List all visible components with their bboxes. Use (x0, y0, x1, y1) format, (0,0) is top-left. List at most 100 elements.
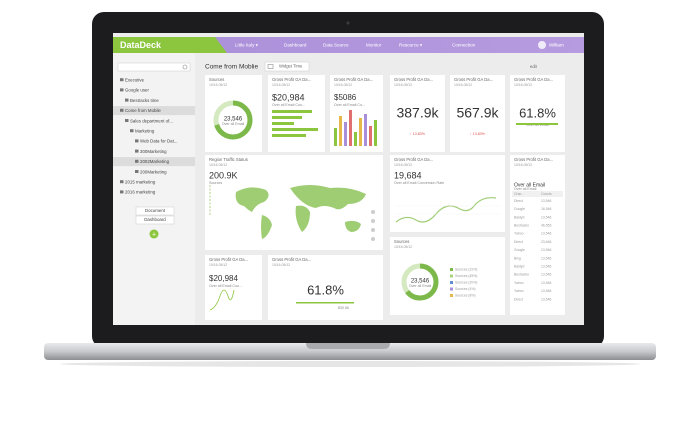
widget-value: 567.9k (456, 105, 499, 121)
nav-item[interactable]: Little Italy ▾ (235, 43, 259, 48)
tree-item[interactable]: Come from Mobile (125, 108, 161, 113)
add-icon: + (152, 231, 156, 238)
nav-item[interactable]: Dashboard (284, 43, 307, 48)
table-cell: 13,546 (541, 215, 551, 219)
tree-item[interactable]: 300Marketing (140, 149, 167, 154)
vbar (339, 116, 342, 146)
widget-date: 10/16-05/12 (454, 83, 472, 87)
widget-title: Gross Profit GA Da... (334, 77, 373, 82)
table-cell: Bing (514, 256, 521, 260)
widget-title: Gross Profit GA Da... (394, 157, 433, 162)
search-box[interactable] (117, 62, 191, 72)
nav-item[interactable]: Monitor (366, 43, 382, 48)
tree-item[interactable]: Sales department of... (130, 118, 173, 123)
widget[interactable] (205, 255, 262, 320)
widget-caption: Over all Email (514, 187, 537, 191)
widget-date: 10/16-05/12 (209, 83, 227, 87)
widget-date: 10/16-05/12 (209, 263, 227, 267)
nav-item[interactable]: Resource ▾ (399, 43, 423, 48)
widget[interactable] (390, 75, 445, 152)
edit-link[interactable]: edit (530, 64, 538, 69)
search-icon (182, 64, 188, 70)
tree-item[interactable]: Marketing (135, 128, 155, 133)
widget-title: Gross Profit GA Da... (454, 77, 493, 82)
table-cell: Yahoo (514, 232, 524, 236)
table-cell: Bestracks (514, 223, 529, 227)
legend-label: Sources (8%) (455, 294, 476, 298)
camera (346, 21, 350, 25)
widget[interactable] (450, 75, 505, 152)
document-button[interactable] (135, 206, 175, 216)
folder-icon (130, 129, 134, 133)
sparkline (209, 289, 235, 311)
table-cell: 13,546 (541, 248, 551, 252)
widget-caption: $30.56 (338, 306, 349, 310)
nav: Little Italy ▾ Dashboard Data Source Monito… (235, 43, 476, 48)
table-cell: 23,646 (541, 240, 551, 244)
widget-caption: Over all Email (222, 122, 245, 126)
folder-icon (135, 170, 139, 173)
tree-item[interactable]: Executive (125, 77, 145, 82)
widget-time-label: Widget Time (279, 64, 303, 69)
nav-item[interactable]: Data Source (323, 43, 349, 48)
tree-item[interactable]: Web Data for Dat... (140, 139, 178, 144)
world-map (235, 185, 366, 239)
selected-row (113, 157, 195, 167)
table-header-cell: Char... (514, 192, 524, 196)
add-button[interactable] (149, 229, 159, 239)
widget-time-button[interactable] (264, 61, 310, 72)
widget-date: 10/16-05/12 (209, 163, 227, 167)
widget[interactable] (390, 237, 505, 315)
legend: Sources (31%) Sources (45%) Sources (20%) S… (450, 268, 477, 298)
widget-value: Over all Email (514, 182, 545, 188)
widget[interactable] (510, 155, 565, 315)
tree-item[interactable]: 2002Marketing (140, 159, 170, 164)
widget-title: Sources (394, 239, 409, 244)
folder-icon (120, 78, 124, 82)
dashboard-button[interactable] (135, 215, 175, 225)
folder-icon (120, 180, 124, 184)
tree-item[interactable]: Google user (125, 88, 149, 93)
widget-date: 10/16-05/12 (394, 245, 412, 249)
widget-value: $20,984 (209, 274, 238, 283)
vbar (359, 118, 362, 146)
widget-value: $20,984 (272, 92, 305, 102)
legend-label: Sources (31%) (455, 268, 477, 272)
widget-caption: Over all Email Co... (334, 103, 365, 107)
nav-item[interactable]: Connection (452, 43, 476, 48)
table-header (512, 191, 563, 197)
table-cell: 46,553 (541, 223, 551, 227)
widget-value: 200.9K (209, 170, 238, 180)
widget-caption: Over all Email Cou... (209, 284, 242, 288)
progress (516, 123, 558, 125)
widget[interactable] (268, 255, 383, 320)
widget-value: 23,546 (224, 117, 243, 123)
legend-swatch (450, 281, 453, 284)
decor (209, 100, 558, 311)
map-controls[interactable] (371, 210, 375, 241)
selected-row (113, 106, 195, 116)
calendar-icon (267, 64, 274, 69)
table-cell: 13,546 (541, 232, 551, 236)
table: Char... Counts Direct 13,546 Google 16,546 Bai… (512, 191, 563, 301)
widget[interactable] (390, 155, 505, 232)
table-cell: 13,546 (541, 256, 551, 260)
sidebar (113, 53, 195, 325)
tree-item[interactable]: 2015 marketing (125, 179, 156, 184)
tree-item[interactable]: Bestracks time (130, 98, 159, 103)
widget[interactable] (510, 75, 565, 152)
vbar (334, 128, 337, 146)
widget-date: 10/16-05/12 (394, 163, 412, 167)
table-cell: 13,546 (541, 273, 551, 277)
folder-icon (125, 119, 129, 122)
table-header-cell: Counts (541, 192, 552, 196)
widget-value: 61.8% (307, 282, 344, 297)
widget-date: 10/16-05/12 (394, 83, 412, 87)
widget[interactable] (268, 75, 325, 152)
table-cell: Baidyd (514, 264, 524, 268)
user-name[interactable]: William (549, 43, 564, 48)
widget-date: 10/16-05/12 (272, 263, 290, 267)
folder-icon (120, 88, 124, 92)
tree-item[interactable]: 2016 marketing (125, 190, 156, 195)
tree-item[interactable]: 200Marketing (140, 169, 167, 174)
